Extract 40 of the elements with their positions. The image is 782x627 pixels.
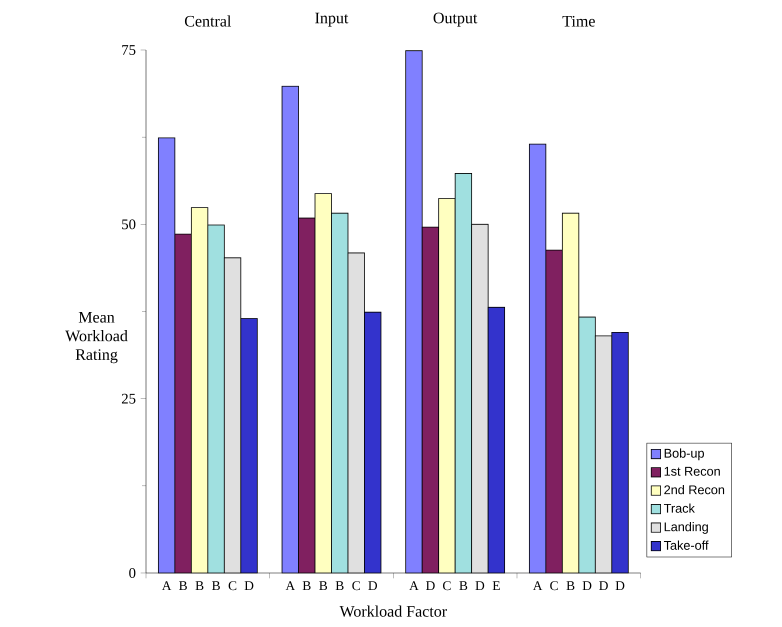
data-label: C: [228, 581, 236, 590]
x-tick-label: Input: [315, 12, 348, 27]
data-label: B: [302, 581, 311, 590]
legend-label: 2nd Recon: [664, 484, 724, 494]
y-tick-label: 25: [122, 394, 136, 404]
y-tick-label: 0: [129, 568, 136, 578]
x-tick-label: Time: [562, 16, 595, 27]
data-label: D: [616, 581, 624, 590]
data-label: E: [492, 581, 500, 590]
y-axis-title: Mean Workload Rating: [65, 312, 128, 364]
x-tick-label: Output: [434, 12, 478, 27]
data-label: D: [475, 581, 484, 590]
data-label: C: [352, 581, 360, 590]
data-label: B: [196, 581, 204, 590]
data-label: A: [409, 581, 419, 590]
data-label: B: [459, 581, 468, 590]
data-label: D: [426, 581, 435, 590]
data-label: B: [319, 581, 328, 590]
data-label: D: [244, 581, 254, 590]
data-label: B: [212, 581, 220, 590]
data-label: B: [336, 581, 344, 590]
data-label: A: [162, 581, 172, 590]
legend-label: Bob-up: [664, 448, 704, 460]
data-label: D: [582, 581, 592, 590]
y-tick-label: 50: [122, 219, 136, 230]
data-label: C: [550, 581, 558, 590]
data-label: C: [443, 581, 451, 590]
legend-label: Track: [664, 503, 695, 513]
data-label: A: [532, 581, 542, 590]
y-tick-label: 75: [122, 45, 136, 55]
legend-label: Take-off: [664, 540, 709, 550]
data-label: D: [368, 581, 377, 590]
legend-label: 1st Recon: [664, 466, 720, 476]
data-label: A: [286, 581, 295, 590]
data-label: D: [599, 581, 608, 590]
data-label: B: [179, 581, 187, 590]
legend-label: Landing: [664, 522, 708, 534]
data-label: B: [566, 581, 574, 590]
x-tick-label: Central: [184, 15, 232, 27]
x-axis-title: Workload Factor: [340, 606, 447, 617]
